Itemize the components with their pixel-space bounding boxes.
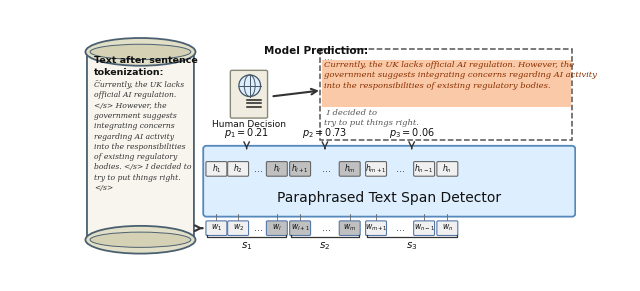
FancyBboxPatch shape [228, 162, 248, 176]
FancyBboxPatch shape [290, 162, 310, 176]
FancyBboxPatch shape [322, 60, 571, 107]
FancyBboxPatch shape [413, 221, 435, 235]
Text: $w_2$: $w_2$ [232, 223, 244, 233]
Text: $h_n$: $h_n$ [442, 163, 452, 175]
Text: $h_1$: $h_1$ [212, 163, 221, 175]
Ellipse shape [90, 232, 191, 247]
Text: $w_{m+1}$: $w_{m+1}$ [365, 223, 387, 233]
FancyBboxPatch shape [365, 162, 387, 176]
Text: Model Prediction:: Model Prediction: [264, 46, 369, 56]
Text: $h_{l+1}$: $h_{l+1}$ [291, 163, 309, 175]
Text: ...: ... [396, 164, 405, 174]
Text: $w_n$: $w_n$ [442, 223, 453, 233]
Text: $w_{n-1}$: $w_{n-1}$ [413, 223, 435, 233]
FancyBboxPatch shape [228, 221, 248, 235]
Text: $s_1$: $s_1$ [241, 240, 252, 251]
FancyBboxPatch shape [87, 48, 194, 244]
Text: $w_m$: $w_m$ [343, 223, 356, 233]
FancyBboxPatch shape [365, 221, 387, 235]
Circle shape [239, 75, 260, 97]
Text: Currently, the UK lacks
official AI regulation.
</s> However, the
government sug: Currently, the UK lacks official AI regu… [94, 81, 191, 192]
Text: $p_1 = 0.21$: $p_1 = 0.21$ [224, 126, 269, 140]
Text: $h_{n-1}$: $h_{n-1}$ [414, 163, 434, 175]
FancyBboxPatch shape [206, 221, 227, 235]
Text: Human Decision: Human Decision [212, 120, 286, 129]
FancyBboxPatch shape [437, 221, 458, 235]
FancyBboxPatch shape [206, 162, 227, 176]
Text: $h_2$: $h_2$ [233, 163, 243, 175]
Text: $w_l$: $w_l$ [272, 223, 282, 233]
FancyBboxPatch shape [413, 162, 435, 176]
Text: ...: ... [253, 164, 263, 174]
Ellipse shape [90, 44, 191, 59]
Text: I decided to
try to put things right.: I decided to try to put things right. [324, 109, 419, 127]
Ellipse shape [85, 38, 195, 66]
Text: Currently, the UK lacks official AI regulation. However, the
government suggests: Currently, the UK lacks official AI regu… [324, 61, 597, 90]
Text: Paraphrased Text Span Detector: Paraphrased Text Span Detector [277, 191, 501, 205]
FancyBboxPatch shape [320, 49, 572, 140]
Text: $h_m$: $h_m$ [344, 163, 356, 175]
Text: ...: ... [94, 75, 102, 83]
Text: Text after sentence
tokenization:: Text after sentence tokenization: [94, 56, 198, 77]
Text: ...: ... [396, 223, 405, 233]
Text: ...: ... [253, 223, 263, 233]
Ellipse shape [85, 226, 195, 253]
Text: $w_{l+1}$: $w_{l+1}$ [291, 223, 310, 233]
FancyBboxPatch shape [204, 146, 575, 217]
Text: $p_3 = 0.06$: $p_3 = 0.06$ [388, 126, 435, 140]
FancyBboxPatch shape [437, 162, 458, 176]
FancyBboxPatch shape [339, 221, 360, 235]
Text: $s_3$: $s_3$ [406, 240, 417, 251]
FancyBboxPatch shape [266, 221, 287, 235]
Text: $h_{m+1}$: $h_{m+1}$ [365, 163, 387, 175]
Text: $s_2$: $s_2$ [319, 240, 330, 251]
FancyBboxPatch shape [339, 162, 360, 176]
Text: ...: ... [324, 54, 333, 62]
FancyBboxPatch shape [290, 221, 310, 235]
Text: ...: ... [322, 223, 331, 233]
Text: $w_1$: $w_1$ [211, 223, 222, 233]
FancyBboxPatch shape [230, 70, 268, 118]
Text: $h_l$: $h_l$ [273, 163, 281, 175]
FancyBboxPatch shape [266, 162, 287, 176]
Text: $p_2 = 0.73$: $p_2 = 0.73$ [303, 126, 348, 140]
Text: ...: ... [322, 164, 331, 174]
